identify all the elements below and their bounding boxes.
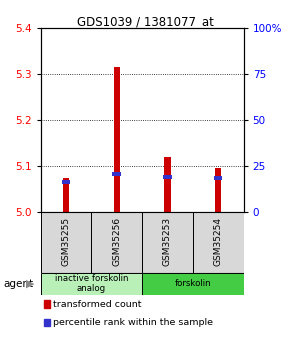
Bar [41, 212, 91, 273]
Bar [63, 178, 69, 212]
Bar [193, 212, 244, 273]
Bar [164, 157, 171, 212]
Text: GSM35256: GSM35256 [112, 217, 121, 266]
Text: percentile rank within the sample: percentile rank within the sample [53, 318, 213, 327]
Bar [91, 212, 142, 273]
Text: inactive forskolin
analog: inactive forskolin analog [55, 274, 128, 294]
Text: GDS1039 / 1381077_at: GDS1039 / 1381077_at [77, 16, 213, 29]
Bar [142, 273, 244, 295]
Bar [214, 176, 222, 180]
Bar [163, 175, 172, 179]
Text: GSM35253: GSM35253 [163, 217, 172, 266]
Text: ▶: ▶ [26, 279, 35, 288]
Text: GSM35255: GSM35255 [61, 217, 70, 266]
Bar [114, 67, 120, 212]
Bar [62, 180, 70, 184]
Bar [41, 273, 142, 295]
Text: transformed count: transformed count [53, 300, 141, 309]
Text: GSM35254: GSM35254 [214, 217, 223, 266]
Text: forskolin: forskolin [175, 279, 211, 288]
Bar [113, 172, 121, 176]
Bar [215, 168, 221, 212]
Bar [142, 212, 193, 273]
Text: agent: agent [3, 279, 33, 288]
